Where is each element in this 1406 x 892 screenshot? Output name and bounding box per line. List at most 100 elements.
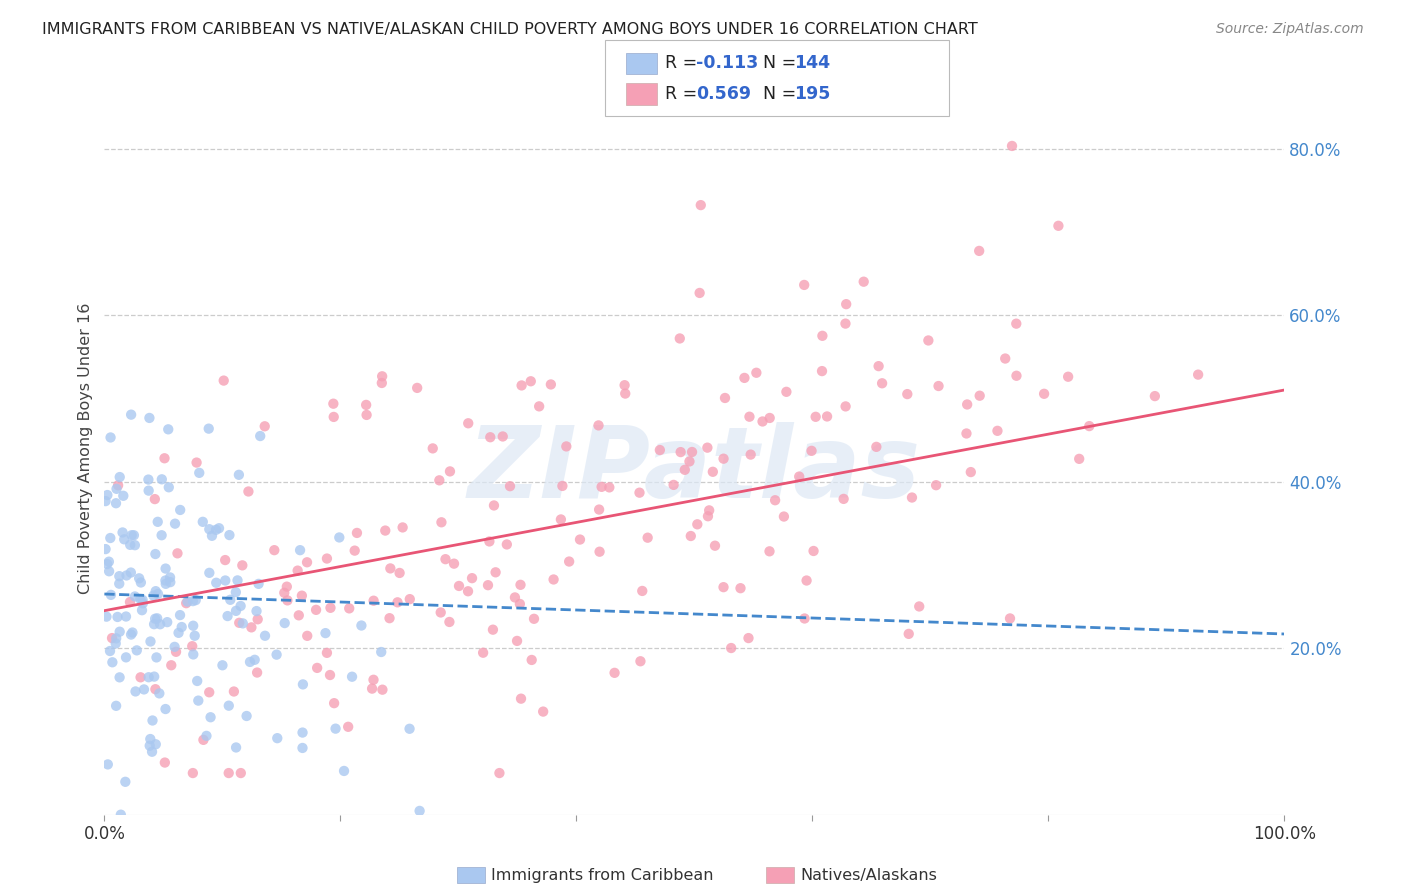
Point xyxy=(205,575,228,590)
Point xyxy=(96,609,118,624)
Point xyxy=(439,615,461,629)
Point xyxy=(834,317,856,331)
Point xyxy=(503,591,526,605)
Point xyxy=(928,379,950,393)
Point xyxy=(495,537,517,551)
Point xyxy=(509,597,531,611)
Y-axis label: Child Poverty Among Boys Under 16: Child Poverty Among Boys Under 16 xyxy=(79,302,93,594)
Point xyxy=(865,440,887,454)
Point xyxy=(613,378,636,392)
Point xyxy=(630,654,652,668)
Point xyxy=(380,561,402,575)
Point xyxy=(870,376,893,391)
Point xyxy=(733,371,755,385)
Point xyxy=(120,627,142,641)
Point xyxy=(143,617,166,632)
Point xyxy=(868,359,890,373)
Point xyxy=(714,391,737,405)
Point xyxy=(430,516,453,530)
Point xyxy=(793,277,815,292)
Point xyxy=(107,478,129,492)
Point xyxy=(229,599,252,613)
Point xyxy=(138,411,160,425)
Point xyxy=(155,574,177,588)
Point xyxy=(295,555,318,569)
Point xyxy=(240,620,263,634)
Point xyxy=(648,443,671,458)
Point xyxy=(148,686,170,700)
Point xyxy=(408,804,430,818)
Point xyxy=(239,655,262,669)
Point xyxy=(141,745,163,759)
Point xyxy=(98,644,121,658)
Point xyxy=(143,612,166,626)
Point xyxy=(138,483,160,498)
Point xyxy=(668,331,690,345)
Point xyxy=(115,609,138,624)
Point xyxy=(398,592,420,607)
Point xyxy=(835,297,858,311)
Point xyxy=(713,580,735,594)
Point xyxy=(153,451,176,466)
Point xyxy=(1033,386,1056,401)
Point xyxy=(124,538,146,552)
Point xyxy=(745,366,768,380)
Point xyxy=(775,384,797,399)
Point xyxy=(457,417,479,431)
Point xyxy=(637,531,659,545)
Point xyxy=(288,608,311,623)
Point xyxy=(398,722,420,736)
Point xyxy=(225,740,247,755)
Point xyxy=(191,515,214,529)
Point xyxy=(143,492,166,507)
Point xyxy=(195,729,218,743)
Point xyxy=(110,807,132,822)
Point xyxy=(108,576,131,591)
Point xyxy=(704,539,727,553)
Point xyxy=(388,566,411,580)
Point xyxy=(1005,317,1028,331)
Point xyxy=(218,766,240,780)
Point xyxy=(803,544,825,558)
Point xyxy=(176,594,198,608)
Point xyxy=(138,739,160,753)
Point xyxy=(138,473,160,487)
Point xyxy=(124,684,146,698)
Point xyxy=(482,623,505,637)
Point xyxy=(101,655,124,669)
Point xyxy=(679,529,702,543)
Point xyxy=(350,618,373,632)
Point xyxy=(569,533,592,547)
Point xyxy=(614,386,637,401)
Point xyxy=(145,650,167,665)
Point xyxy=(107,610,129,624)
Point xyxy=(1005,368,1028,383)
Point xyxy=(212,374,235,388)
Point xyxy=(527,400,550,414)
Point xyxy=(319,668,342,682)
Point xyxy=(225,585,247,599)
Point xyxy=(156,615,179,629)
Point xyxy=(956,397,979,411)
Point xyxy=(328,531,350,545)
Point xyxy=(229,766,252,780)
Point xyxy=(115,568,138,582)
Point xyxy=(100,588,122,602)
Point xyxy=(104,636,127,650)
Point xyxy=(917,334,939,348)
Point xyxy=(354,398,377,412)
Point xyxy=(447,579,470,593)
Point xyxy=(167,625,190,640)
Point xyxy=(811,328,834,343)
Point xyxy=(181,639,204,653)
Text: 0.569: 0.569 xyxy=(696,85,751,103)
Point xyxy=(108,470,131,484)
Point xyxy=(697,509,720,524)
Point xyxy=(758,544,780,558)
Point xyxy=(361,681,384,696)
Point xyxy=(222,684,245,698)
Point xyxy=(434,552,457,566)
Point xyxy=(477,578,499,592)
Point xyxy=(186,673,208,688)
Point xyxy=(186,456,208,470)
